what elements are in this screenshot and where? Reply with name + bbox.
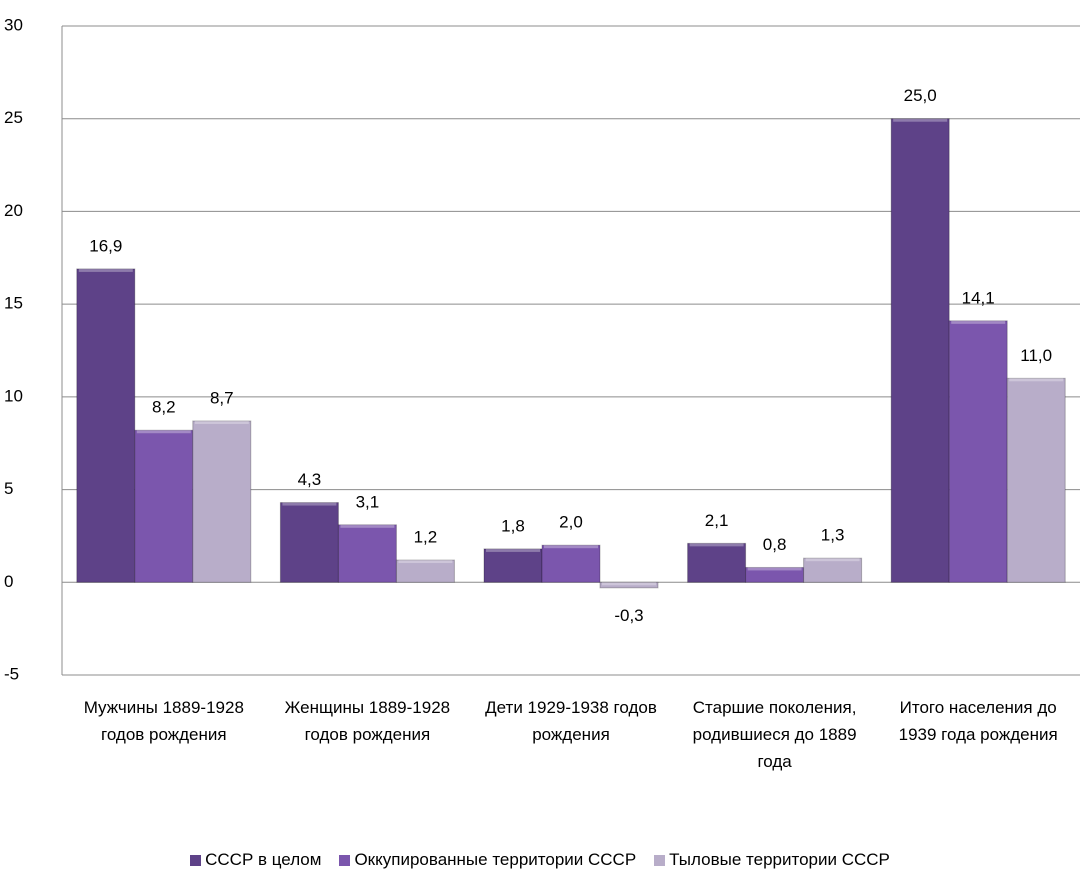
legend-item: Тыловые территории СССР bbox=[654, 850, 890, 870]
bar bbox=[599, 581, 659, 589]
legend-label: Оккупированные территории СССР bbox=[354, 850, 637, 869]
value-label: 1,3 bbox=[821, 526, 845, 545]
x-tick-label: Женщины 1889-1928 годов рождения bbox=[284, 698, 451, 744]
bar-cap bbox=[194, 420, 249, 424]
value-label: -0,3 bbox=[614, 606, 643, 625]
y-tick-label: 20 bbox=[4, 201, 23, 220]
bar-cap bbox=[282, 502, 337, 506]
bar bbox=[483, 548, 543, 583]
bar bbox=[337, 524, 397, 583]
legend-label: Тыловые территории СССР bbox=[669, 850, 890, 869]
bar bbox=[279, 502, 339, 583]
value-label: 16,9 bbox=[89, 236, 122, 255]
legend-item: Оккупированные территории СССР bbox=[339, 850, 636, 870]
y-tick-label: 25 bbox=[4, 108, 23, 127]
bar-cap bbox=[544, 545, 598, 549]
value-label: 14,1 bbox=[962, 288, 995, 307]
bar bbox=[395, 559, 455, 583]
legend-swatch bbox=[190, 854, 202, 866]
value-label: 1,8 bbox=[501, 516, 525, 535]
x-tick-label: Дети 1929-1938 годов рождения bbox=[485, 698, 657, 744]
bar bbox=[890, 118, 950, 583]
value-label: 11,0 bbox=[1020, 346, 1052, 365]
bar bbox=[134, 429, 194, 583]
legend-item: СССР в целом bbox=[190, 850, 321, 870]
bar bbox=[192, 420, 252, 583]
y-tick-label: 0 bbox=[4, 572, 13, 591]
value-label: 4,3 bbox=[298, 470, 322, 489]
value-label: 3,1 bbox=[356, 492, 380, 511]
y-tick-label: 30 bbox=[4, 15, 23, 34]
legend-swatch bbox=[654, 854, 666, 866]
y-tick-label: 15 bbox=[4, 294, 23, 313]
bar-cap bbox=[1009, 378, 1064, 382]
y-tick-label: 10 bbox=[4, 386, 23, 405]
bar-cap bbox=[602, 582, 656, 586]
bar-cap bbox=[340, 524, 395, 528]
bar bbox=[687, 542, 747, 583]
value-label: 8,7 bbox=[210, 388, 234, 407]
y-tick-label: -5 bbox=[4, 664, 19, 683]
bar-cap bbox=[398, 560, 453, 564]
bar-cap bbox=[893, 118, 948, 122]
bar bbox=[948, 320, 1008, 583]
bar-cap bbox=[747, 567, 802, 571]
bar bbox=[76, 268, 136, 583]
value-label: 1,2 bbox=[414, 528, 438, 547]
legend-label: СССР в целом bbox=[205, 850, 322, 869]
value-label: 8,2 bbox=[152, 398, 176, 417]
y-tick-label: 5 bbox=[4, 479, 13, 498]
x-tick-label: Итого населения до 1939 года рождения bbox=[898, 698, 1058, 744]
bar-cap bbox=[805, 558, 860, 562]
bar-cap bbox=[78, 268, 133, 272]
value-label: 0,8 bbox=[763, 535, 787, 554]
bar-cap bbox=[136, 430, 191, 434]
x-tick-label: Старшие поколения, родившиеся до 1889 го… bbox=[692, 698, 857, 771]
bar bbox=[1006, 377, 1066, 583]
bar-cap bbox=[689, 543, 744, 547]
value-label: 25,0 bbox=[904, 86, 937, 105]
bar bbox=[803, 557, 863, 583]
legend: СССР в целом Оккупированные территории СС… bbox=[0, 850, 1080, 870]
value-label: 2,0 bbox=[559, 513, 583, 532]
legend-swatch bbox=[339, 854, 351, 866]
bar-cap bbox=[951, 320, 1006, 324]
x-tick-label: Мужчины 1889-1928 годов рождения bbox=[83, 698, 244, 744]
bar-cap bbox=[486, 548, 540, 552]
value-label: 2,1 bbox=[705, 511, 729, 530]
bar bbox=[541, 544, 601, 583]
